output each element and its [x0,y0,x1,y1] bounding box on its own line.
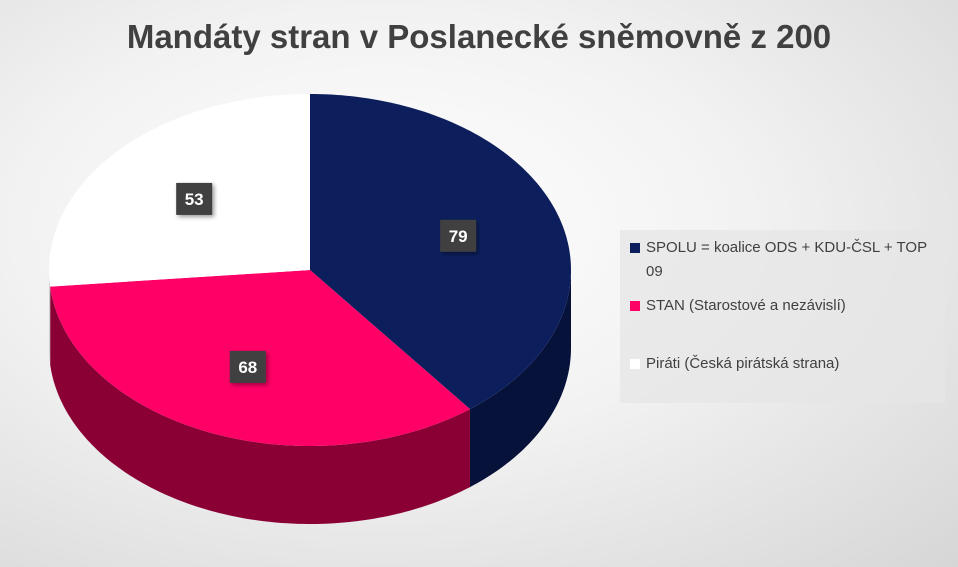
legend: SPOLU = koalice ODS + KDU-ČSL + TOP 09 S… [620,230,945,403]
data-label-box [229,350,266,383]
legend-label: STAN (Starostové a nezávislí) [646,297,846,314]
legend-label: Piráti (Česká pirátská strana) [646,355,840,372]
data-label: 53 [176,182,213,215]
pie-side-2 [49,270,51,365]
data-label-text: 53 [185,190,204,209]
legend-swatch [630,359,640,369]
legend-item-pirati: Piráti (Česká pirátská strana) [630,352,941,376]
data-label-box [440,219,477,252]
legend-swatch [630,243,640,253]
data-label: 68 [229,350,266,383]
data-label: 79 [440,219,477,252]
data-label-box [176,182,213,215]
data-label-text: 68 [238,358,257,377]
chart-title: Mandáty stran v Poslanecké sněmovně z 20… [126,18,832,55]
data-label-text: 79 [449,227,468,246]
legend-label: SPOLU = koalice ODS + KDU-ČSL + TOP 09 [646,239,927,280]
legend-item-stan: STAN (Starostové a nezávislí) [630,294,941,318]
legend-item-spolu: SPOLU = koalice ODS + KDU-ČSL + TOP 09 [630,236,941,284]
pie-side-1 [50,286,470,524]
pie-side-0 [469,270,571,488]
legend-swatch [630,301,640,311]
